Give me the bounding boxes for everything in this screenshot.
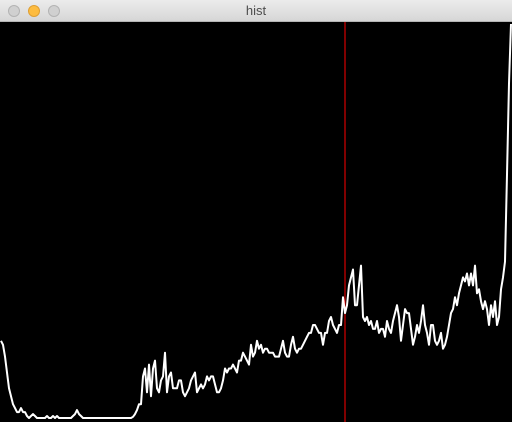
histogram-plot [0,22,512,422]
zoom-button[interactable] [48,5,60,17]
minimize-button[interactable] [28,5,40,17]
plot-background [0,22,512,422]
title-bar[interactable]: hist [0,0,512,22]
close-button[interactable] [8,5,20,17]
window-title: hist [0,0,512,22]
